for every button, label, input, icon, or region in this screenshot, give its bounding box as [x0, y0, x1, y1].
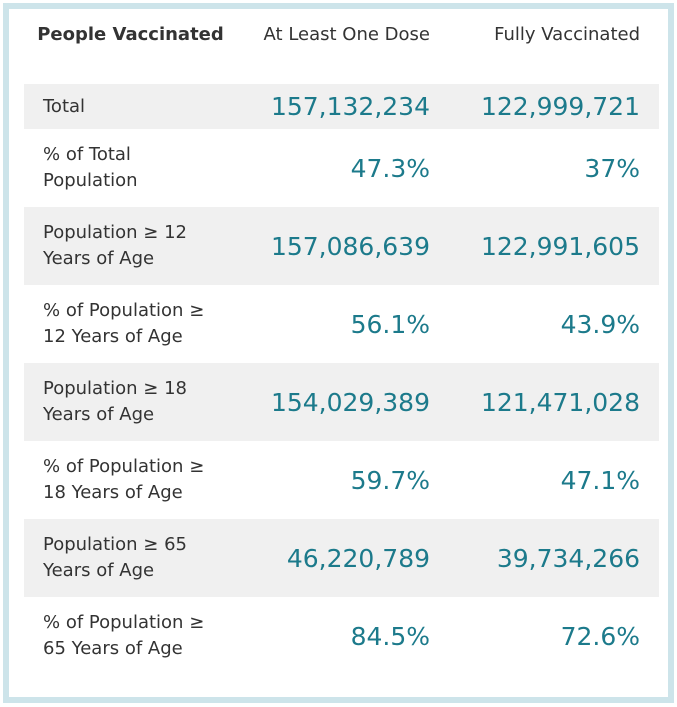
fully-vaccinated-value: 39,734,266 [449, 519, 659, 597]
fully-vaccinated-value: 43.9% [560, 309, 640, 339]
fully-vaccinated-value: 37% [584, 153, 640, 183]
at-least-one-dose-value: 56.1% [350, 309, 430, 339]
row-label: % of Population ≥ 12 Years of Age [43, 300, 205, 347]
row-label: % of Total Population [43, 144, 138, 191]
table-row: % of Population ≥ 65 Years of Age 84.5% … [24, 597, 659, 675]
row-label: Population ≥ 18 Years of Age [24, 363, 237, 441]
at-least-one-dose-value: 46,220,789 [237, 519, 449, 597]
row-label: Population ≥ 65 Years of Age [24, 519, 237, 597]
row-label: % of Population ≥ 65 Years of Age [43, 612, 205, 659]
row-label: Total [24, 84, 237, 129]
row-label: % of Population ≥ 18 Years of Age [43, 456, 205, 503]
at-least-one-dose-value: 157,132,234 [237, 84, 449, 129]
at-least-one-dose-value: 47.3% [350, 153, 430, 183]
table-row: Population ≥ 12 Years of Age 157,086,639… [24, 207, 659, 285]
fully-vaccinated-value: 72.6% [560, 621, 640, 651]
header-at-least-one-dose: At Least One Dose [263, 24, 430, 45]
header-people-vaccinated: People Vaccinated [37, 24, 224, 45]
at-least-one-dose-value: 84.5% [350, 621, 430, 651]
table-row: % of Total Population 47.3% 37% [24, 129, 659, 207]
fully-vaccinated-value: 47.1% [560, 465, 640, 495]
table-row: Population ≥ 65 Years of Age 46,220,789 … [24, 519, 659, 597]
table-header-row: People Vaccinated At Least One Dose Full… [24, 12, 659, 84]
table-row: Total 157,132,234 122,999,721 [24, 84, 659, 129]
at-least-one-dose-value: 154,029,389 [237, 363, 449, 441]
table-row: Population ≥ 18 Years of Age 154,029,389… [24, 363, 659, 441]
at-least-one-dose-value: 157,086,639 [237, 207, 449, 285]
table-row: % of Population ≥ 12 Years of Age 56.1% … [24, 285, 659, 363]
table-row: % of Population ≥ 18 Years of Age 59.7% … [24, 441, 659, 519]
fully-vaccinated-value: 122,991,605 [449, 207, 659, 285]
fully-vaccinated-value: 122,999,721 [449, 84, 659, 129]
row-label: Population ≥ 12 Years of Age [24, 207, 237, 285]
header-fully-vaccinated: Fully Vaccinated [494, 24, 640, 45]
fully-vaccinated-value: 121,471,028 [449, 363, 659, 441]
vaccination-table: People Vaccinated At Least One Dose Full… [24, 12, 659, 675]
at-least-one-dose-value: 59.7% [350, 465, 430, 495]
